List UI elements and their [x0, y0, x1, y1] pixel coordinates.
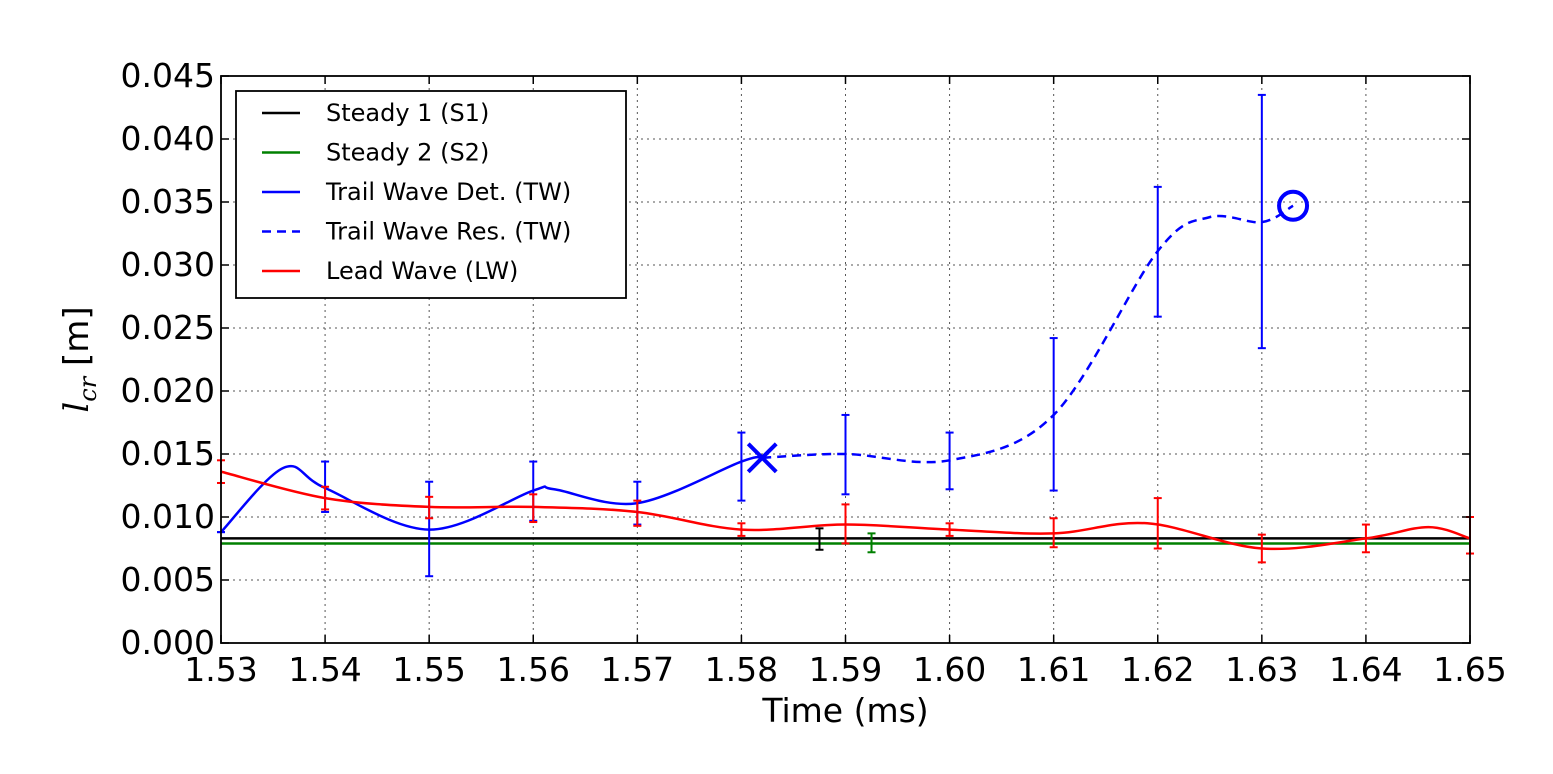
x-tick-label: 1.57: [601, 650, 674, 689]
x-axis-label: Time (ms): [761, 691, 928, 730]
x-marker-stroke: [746, 442, 778, 474]
series-tw_res-errorbar: [841, 413, 850, 496]
legend-item-tw_res: Trail Wave Res. (TW): [262, 218, 571, 246]
y-tick-label: 0.040: [121, 119, 215, 158]
y-tick-label: 0.035: [121, 182, 215, 221]
series-lw-line: [220, 470, 1471, 551]
y-tick-label: 0.030: [121, 245, 215, 284]
legend-label: Trail Wave Det. (TW): [325, 178, 571, 206]
series-lw-errorbar: [841, 503, 850, 545]
x-tick-label: 1.56: [497, 650, 570, 689]
x-tick-label: 1.53: [184, 650, 257, 689]
series-s1-errorbar: [815, 527, 824, 551]
series-lw-errorbar: [321, 485, 330, 511]
legend-label: Lead Wave (LW): [326, 257, 518, 285]
end-markers: [746, 189, 1310, 474]
series-tw_res-errorbar: [1153, 185, 1162, 318]
series-lw-errorbar: [1361, 523, 1370, 554]
series-tw_det-errorbar: [737, 431, 746, 502]
legend-frame: [235, 90, 627, 299]
legend-label: Steady 2 (S2): [326, 139, 489, 167]
legend-label: Trail Wave Res. (TW): [325, 218, 571, 246]
x-tick-label: 1.65: [1433, 650, 1506, 689]
series-tw_res-errorbar: [1049, 337, 1058, 492]
x-tick-label: 1.54: [288, 650, 361, 689]
x-tick-label: 1.58: [705, 650, 778, 689]
x-tick-label: 1.60: [913, 650, 986, 689]
x-tick-label: 1.61: [1017, 650, 1090, 689]
legend-item-lw: Lead Wave (LW): [262, 257, 518, 285]
y-tick-label: 0.010: [121, 497, 215, 536]
legend-label: Steady 1 (S1): [326, 99, 489, 127]
legend-item-s1: Steady 1 (S1): [262, 99, 489, 127]
series-lw-errorbar: [425, 495, 434, 520]
series-tw_det-x-marker: [746, 442, 778, 474]
series-tw_res-errorbar: [945, 431, 954, 491]
series-tw_res-line: [762, 204, 1294, 464]
series-lw-errorbar: [529, 493, 538, 524]
series-curves: [220, 204, 1471, 551]
x-tick-label: 1.62: [1121, 650, 1194, 689]
series-lw-errorbar: [633, 499, 642, 527]
legend-item-tw_det: Trail Wave Det. (TW): [262, 178, 571, 206]
x-tick-label: 1.59: [809, 650, 882, 689]
x-tick-label: 1.55: [392, 650, 465, 689]
axis-ticks: 1.53 1.54 1.55 1.56 1.57 1.58 1.59 1.60 1.61 1.62…: [121, 56, 1507, 689]
y-tick-label: 0.045: [121, 56, 215, 95]
series-lw-errorbar: [1049, 517, 1058, 549]
series-tw_det-line: [220, 455, 763, 533]
y-axis-label-subscript: cr: [74, 375, 102, 401]
series-lw-errorbar: [1257, 533, 1266, 564]
y-axis-label-symbol: l: [57, 402, 97, 413]
series-lw-errorbar: [1153, 497, 1162, 550]
y-tick-label: 0.025: [121, 308, 215, 347]
series-tw_res-circle-marker: [1277, 189, 1310, 222]
legend: Steady 1 (S1) Steady 2 (S2) Trail Wave Det…: [235, 90, 627, 299]
y-tick-label: 0.005: [121, 560, 215, 599]
series-s2-errorbar: [867, 532, 876, 554]
y-tick-label: 0.020: [121, 371, 215, 410]
x-tick-label: 1.63: [1225, 650, 1298, 689]
y-tick-label: 0.000: [121, 623, 215, 662]
series-lw-errorbar: [737, 522, 746, 537]
series-tw_res-errorbar: [1257, 93, 1266, 350]
legend-item-s2: Steady 2 (S2): [262, 139, 489, 167]
y-axis-label-unit: [m]: [57, 306, 97, 376]
x-tick-label: 1.64: [1329, 650, 1402, 689]
series-lw-errorbar: [945, 522, 954, 537]
y-tick-label: 0.015: [121, 434, 215, 473]
y-axis-label: lcr [m]: [57, 306, 102, 412]
